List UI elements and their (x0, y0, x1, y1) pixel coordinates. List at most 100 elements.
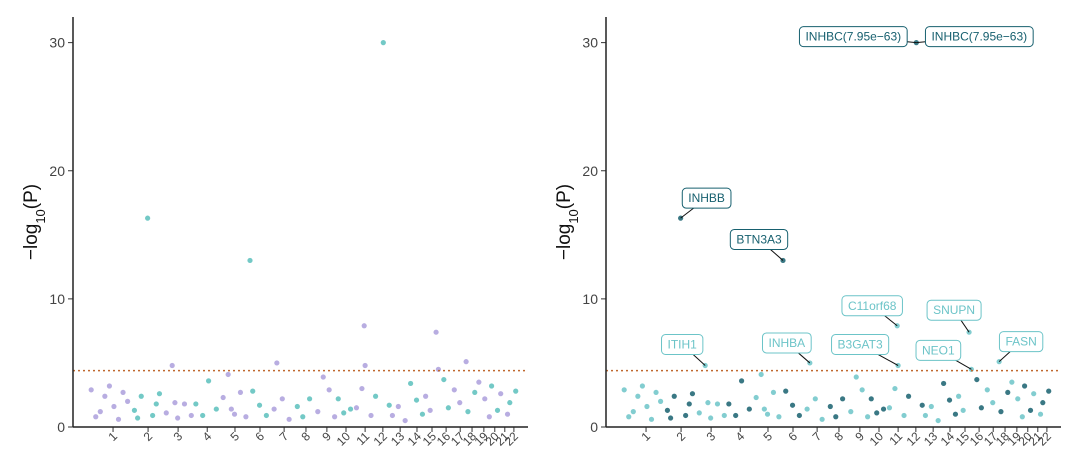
point (761, 406, 767, 412)
point (463, 359, 469, 365)
point (225, 371, 231, 378)
point (243, 414, 249, 420)
point (395, 403, 401, 410)
point (307, 396, 313, 402)
point (380, 40, 386, 46)
annotation-label: INHBC(7.95e−63) (798, 26, 908, 48)
y-tick-label: 0 (57, 419, 65, 435)
annotation-box (729, 228, 789, 250)
point (941, 380, 947, 387)
point (783, 388, 789, 394)
point (102, 393, 108, 399)
annotation-text: BTN3A3 (736, 232, 782, 246)
y-tick-label: 0 (590, 419, 598, 435)
point (974, 376, 980, 383)
annotation-text: ITIH1 (668, 338, 698, 352)
point (372, 393, 379, 399)
point (776, 414, 782, 420)
point (106, 383, 112, 389)
point (901, 412, 907, 419)
annotation-box (915, 339, 962, 361)
point (115, 416, 122, 422)
y-tick-label: 20 (49, 163, 65, 179)
annotation-box (998, 331, 1044, 353)
point (946, 397, 953, 403)
point (1019, 414, 1025, 420)
annotation-text: INHBB (688, 191, 725, 205)
point (833, 414, 839, 420)
point (362, 362, 368, 369)
annotation-box (798, 26, 908, 48)
point (840, 396, 846, 402)
annotation-label: C11orf68 (841, 295, 903, 317)
annotation-text: INHBC(7.95e−63) (931, 30, 1027, 44)
point (1046, 388, 1052, 394)
point (796, 412, 802, 419)
point (294, 403, 300, 410)
point (326, 387, 332, 393)
point (163, 410, 169, 416)
point (465, 409, 471, 415)
point (347, 406, 354, 412)
point (451, 387, 457, 393)
point (671, 393, 677, 399)
point (247, 257, 253, 264)
point (153, 401, 159, 407)
y-axis-label-part: (P) (554, 184, 575, 209)
point (733, 412, 739, 419)
annotation-text: INHBC(7.95e−63) (805, 30, 901, 44)
point (696, 410, 702, 416)
point (664, 407, 671, 413)
point (335, 396, 341, 402)
point (135, 415, 141, 421)
annotation-text: B3GAT3 (838, 338, 883, 352)
point (150, 412, 156, 419)
point (419, 411, 426, 417)
point (482, 396, 488, 402)
point (648, 416, 655, 422)
point (274, 360, 280, 366)
y-axis-label-part: 10 (566, 209, 581, 223)
point (111, 403, 117, 410)
point (853, 374, 859, 380)
point (193, 401, 199, 407)
point (315, 409, 321, 415)
point (686, 401, 692, 407)
annotation-label: NEO1 (915, 339, 962, 361)
point (231, 411, 238, 417)
point (998, 409, 1004, 415)
point (635, 393, 641, 399)
point (120, 389, 126, 396)
point (868, 396, 874, 402)
point (630, 409, 636, 415)
point (789, 402, 796, 408)
point (472, 389, 478, 396)
point (865, 414, 871, 420)
point (886, 405, 893, 411)
point (271, 406, 277, 412)
annotation-label: B3GAT3 (831, 334, 890, 355)
point (848, 409, 854, 415)
point (1022, 383, 1028, 389)
y-tick-label: 20 (582, 163, 598, 179)
point (504, 411, 511, 417)
point (138, 393, 144, 399)
point (880, 406, 887, 412)
point (919, 402, 925, 408)
point (513, 388, 519, 394)
point (1027, 407, 1034, 413)
point (827, 403, 833, 410)
point (279, 396, 285, 402)
point (626, 414, 632, 420)
point (441, 376, 447, 383)
point (188, 412, 194, 419)
annotation-text: NEO1 (922, 343, 955, 357)
y-axis-label-part: (P) (21, 184, 42, 209)
annotation-box (926, 299, 982, 321)
point (1031, 391, 1037, 397)
point (359, 385, 365, 392)
point (93, 414, 99, 420)
point (689, 391, 696, 397)
point (705, 400, 711, 406)
